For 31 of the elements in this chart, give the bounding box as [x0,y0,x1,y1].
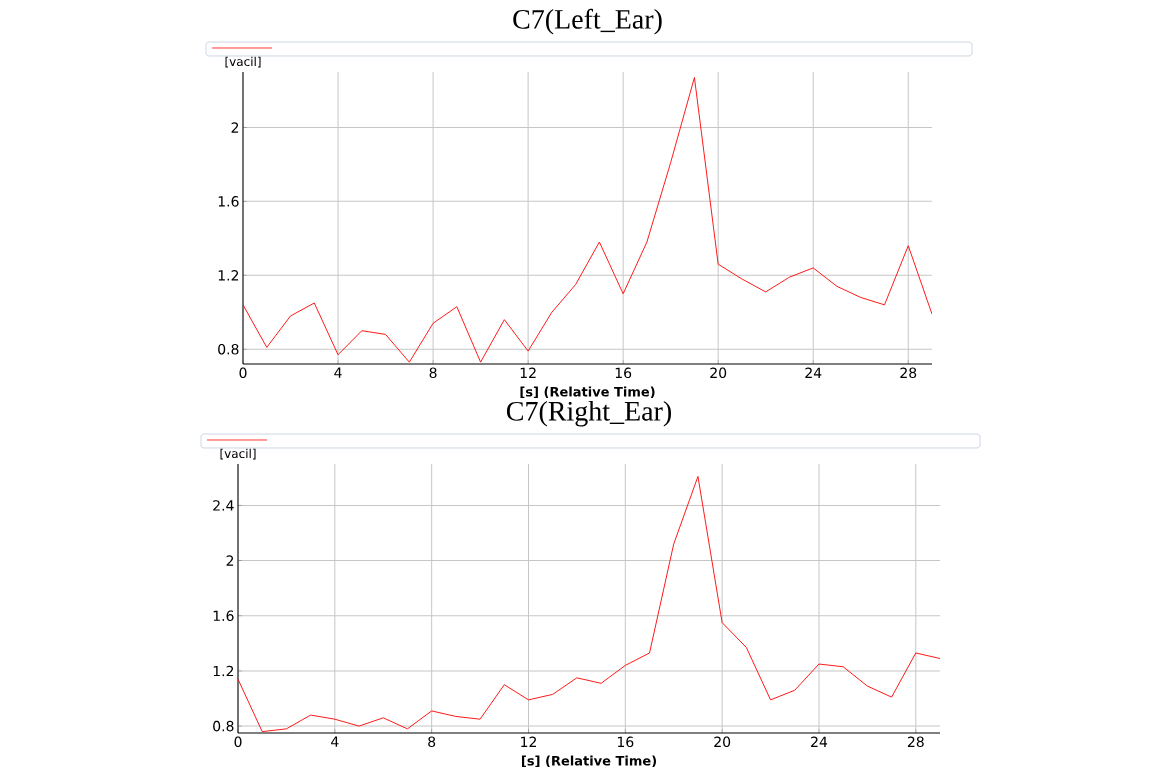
chart-title: C7(Right_Ear) [506,400,671,427]
y-tick-label: 2.4 [213,499,234,511]
x-tick-label: 16 [617,736,634,747]
x-tick-label: 8 [428,736,436,747]
y-tick-label: 1.6 [213,610,234,621]
x-tick-label: 12 [521,736,536,747]
chart-title: C7(Left_Ear) [513,8,662,35]
x-axis-title: [s] (Relative Time) [521,755,657,767]
y-tick-label: 0.8 [218,343,239,355]
x-tick-label: 0 [234,736,242,747]
x-tick-label: 8 [429,367,437,378]
x-axis-title: [s] (Relative Time) [520,386,655,398]
x-tick-label: 4 [331,736,339,747]
y-tick-label: 2 [226,555,234,566]
x-tick-label: 4 [334,367,342,378]
y-axis-title: [vacil] [225,56,261,68]
x-tick-label: 28 [907,736,924,747]
y-tick-label: 2 [231,122,239,133]
x-tick-label: 16 [615,367,632,378]
y-tick-label: 1.2 [218,269,239,281]
x-tick-label: 24 [811,736,828,747]
x-tick-label: 20 [714,736,731,747]
y-axis-title: [vacil] [220,448,256,460]
x-tick-label: 28 [900,367,917,378]
x-tick-label: 12 [520,367,536,378]
x-tick-label: 24 [805,367,822,378]
y-tick-label: 1.2 [213,665,234,676]
y-tick-label: 1.6 [218,195,239,207]
x-tick-label: 0 [239,367,247,378]
y-tick-label: 0.8 [213,720,234,732]
x-tick-label: 20 [710,367,727,378]
